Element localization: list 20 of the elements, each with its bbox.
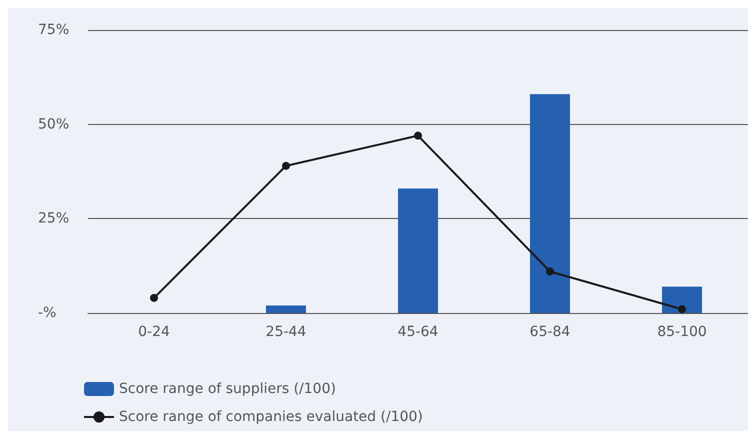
y-tick-label: 50%: [38, 116, 70, 132]
point: [678, 305, 686, 314]
y-tick-label: 25%: [38, 210, 70, 227]
x-tick-label: 65-84: [530, 324, 570, 340]
point: [414, 132, 422, 140]
bar: [530, 94, 570, 313]
y-tick-label: 75%: [38, 22, 70, 38]
legend-label: Score range of suppliers (/100): [119, 381, 336, 397]
x-tick-label: 45-64: [398, 324, 438, 340]
x-tick-label: 0-24: [138, 324, 170, 340]
bar: [398, 188, 438, 313]
y-tick-label: -%: [38, 305, 56, 321]
point: [282, 162, 290, 170]
x-tick-label: 25-44: [266, 324, 306, 340]
point: [150, 294, 158, 302]
x-tick-label: 85-100: [657, 324, 707, 340]
bar: [266, 305, 306, 313]
bar: [662, 286, 702, 313]
legend-label: Score range of companies evaluated (/100): [119, 409, 423, 425]
point: [546, 267, 554, 276]
